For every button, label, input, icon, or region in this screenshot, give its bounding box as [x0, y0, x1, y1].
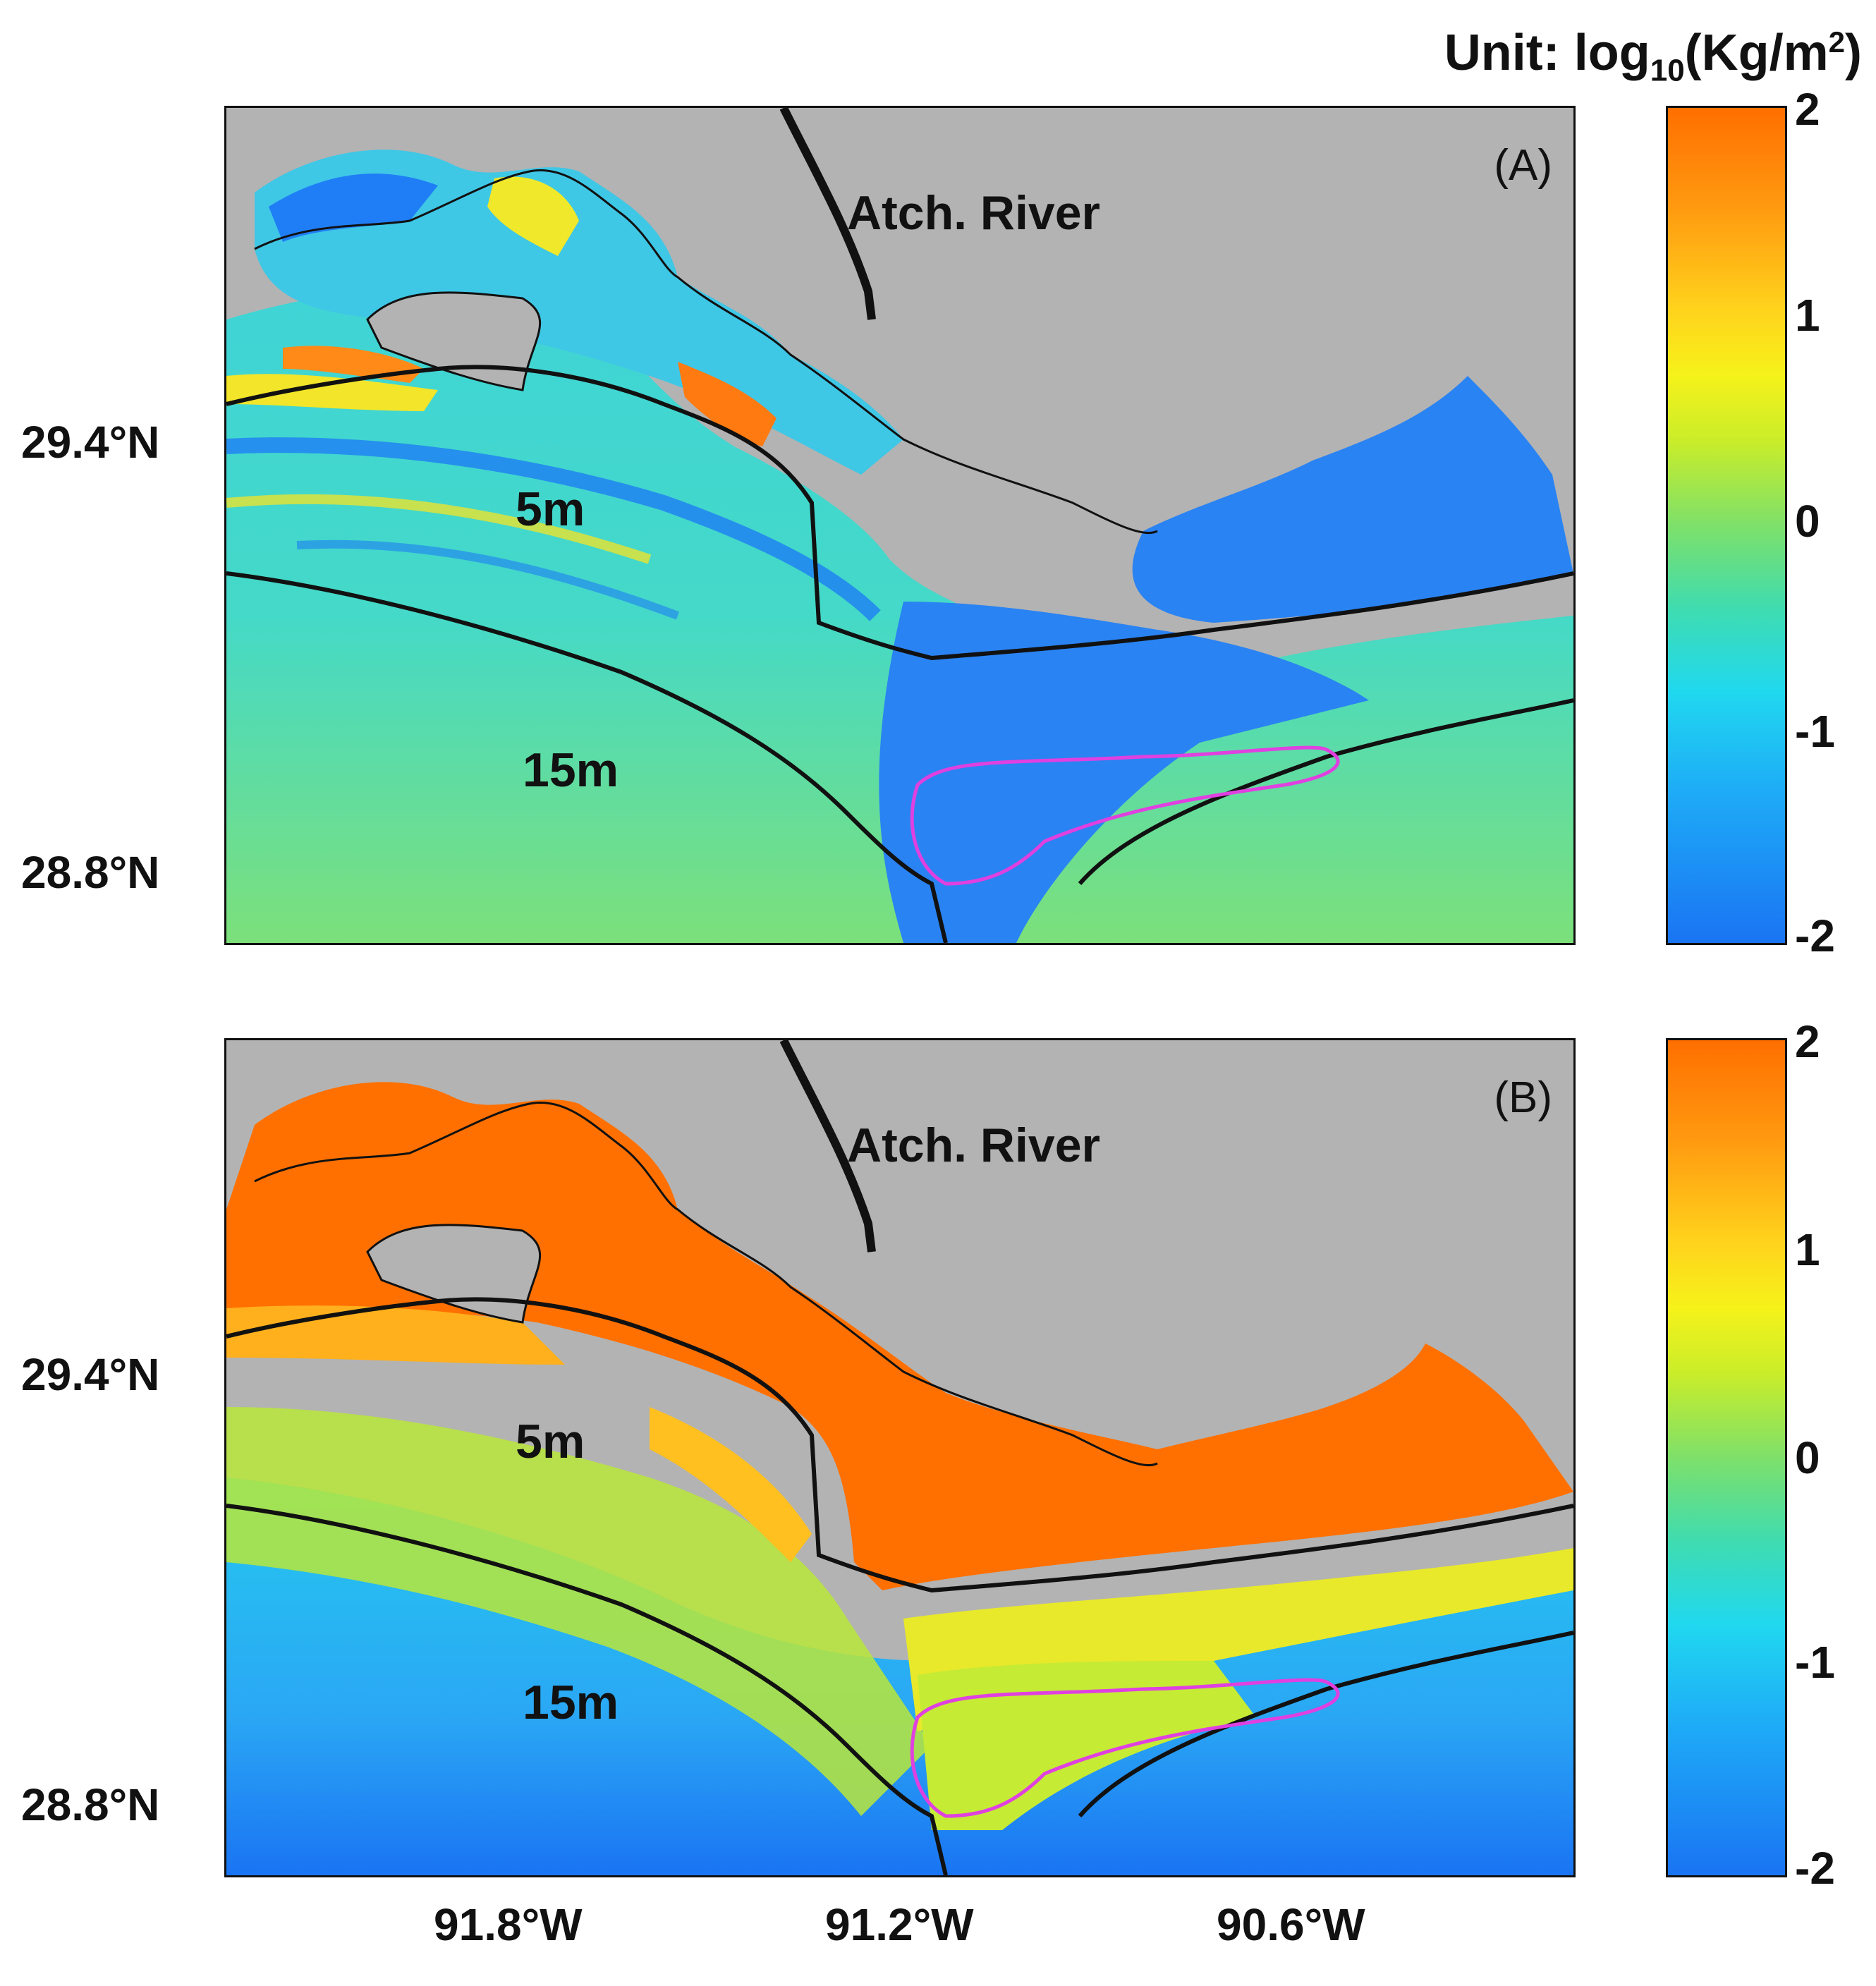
- colorbar-b-tick: 2: [1795, 1016, 1820, 1067]
- colorbar-b-tick: -1: [1795, 1637, 1835, 1688]
- map-b-canvas: [226, 1040, 1573, 1875]
- colorbar-a-tick: 1: [1795, 290, 1820, 341]
- contour-5m-label: 5m: [516, 482, 585, 536]
- lon-label-90-6: 90.6°W: [1217, 1899, 1365, 1950]
- study-polygon: [910, 745, 1340, 886]
- unit-label: Unit: log10(Kg/m2): [1444, 25, 1862, 88]
- panel-tag: (A): [1494, 141, 1552, 190]
- colorbar-b-tick: 1: [1795, 1224, 1820, 1275]
- colorbar-a-tick: 2: [1795, 84, 1820, 135]
- contour-15m-label: 15m: [523, 1676, 619, 1729]
- eastern-bay: [1132, 376, 1573, 623]
- contour-15m-line: [226, 571, 948, 943]
- lat-label-a-28-8: 28.8°N: [21, 847, 160, 898]
- colorbar-b: [1666, 1038, 1787, 1877]
- lat-label-b-29-4: 29.4°N: [21, 1349, 160, 1400]
- contour-5m-label: 5m: [516, 1415, 585, 1468]
- contour-15m-label: 15m: [523, 743, 619, 797]
- study-polygon: [910, 1678, 1340, 1818]
- map-panel-b: (B) Atch. River 5m 15m: [224, 1038, 1576, 1877]
- colorbar-a-tick: -2: [1795, 910, 1835, 961]
- lon-label-91-2: 91.2°W: [825, 1899, 974, 1950]
- offshore-sea: [226, 285, 1573, 943]
- lat-label-b-28-8: 28.8°N: [21, 1779, 160, 1830]
- colorbar-a-tick: -1: [1795, 706, 1835, 757]
- river-label: Atch. River: [847, 1119, 1100, 1172]
- contour-5m-line: [226, 365, 1573, 661]
- river-line: [779, 1040, 876, 1253]
- colorbar-a-tick: 0: [1795, 496, 1820, 547]
- high-deposition-zone: [226, 1082, 1573, 1590]
- lon-label-91-8: 91.8°W: [434, 1899, 583, 1950]
- river-label: Atch. River: [847, 186, 1100, 240]
- contour-15m-line: [226, 1504, 948, 1875]
- colorbar-b-tick: -2: [1795, 1843, 1835, 1894]
- contour-5m-line: [226, 1297, 1573, 1593]
- colorbar-a: [1666, 106, 1787, 945]
- map-a-canvas: [226, 108, 1573, 943]
- river-line: [779, 108, 876, 320]
- lat-label-a-29-4: 29.4°N: [21, 417, 160, 468]
- colorbar-b-tick: 0: [1795, 1432, 1820, 1483]
- map-panel-a: (A) Atch. River 5m 15m: [224, 106, 1576, 945]
- panel-tag: (B): [1494, 1073, 1552, 1122]
